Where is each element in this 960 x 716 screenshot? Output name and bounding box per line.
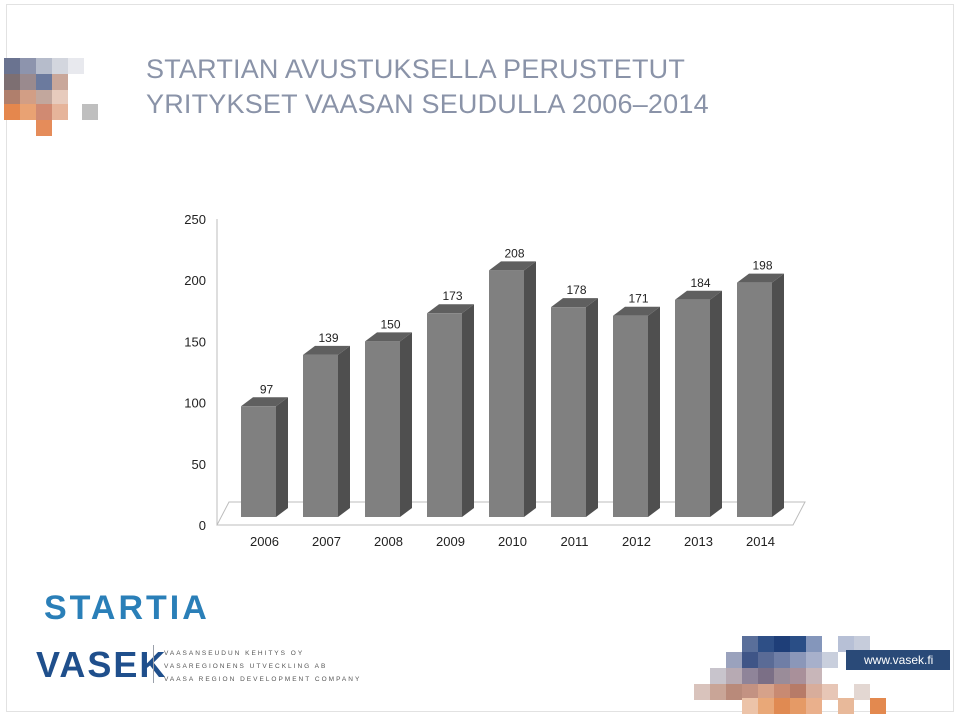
data-label: 198 [752, 259, 772, 273]
bar [427, 313, 462, 517]
x-tick-label: 2013 [684, 534, 713, 549]
title-line-1: STARTIAN AVUSTUKSELLA PERUSTETUT [146, 54, 686, 84]
bar [303, 354, 338, 517]
chart-floor [216, 501, 806, 526]
data-label: 184 [690, 276, 710, 290]
bar [365, 341, 400, 517]
bar [613, 315, 648, 517]
bar-side [400, 332, 412, 517]
bar-side [524, 261, 536, 517]
bar [737, 282, 772, 517]
y-tick-label: 200 [184, 273, 206, 288]
vasek-subtitle-sv: VASAREGIONENS UTVECKLING AB [164, 663, 328, 670]
x-tick-label: 2012 [622, 534, 651, 549]
website-url-badge[interactable]: www.vasek.fi [846, 650, 950, 670]
bar [489, 270, 524, 517]
y-tick-label: 100 [184, 396, 206, 411]
bar-top [737, 273, 784, 283]
data-label: 171 [628, 292, 648, 306]
bar-top [675, 290, 722, 300]
bar-side [462, 304, 474, 517]
bar-top [241, 397, 288, 407]
x-tick-label: 2014 [746, 534, 775, 549]
vasek-subtitle-fi: VAASANSEUDUN KEHITYS OY [164, 650, 305, 657]
bar-side [772, 273, 784, 517]
bar-top [303, 345, 350, 355]
slide-frame [6, 4, 954, 712]
data-label: 97 [260, 382, 274, 396]
x-tick-label: 2008 [374, 534, 403, 549]
bar-top [551, 298, 598, 308]
bar-top [427, 304, 474, 314]
x-tick-label: 2007 [312, 534, 341, 549]
bar [551, 307, 586, 517]
data-label: 139 [318, 331, 338, 345]
bar-side [338, 345, 350, 517]
data-label: 173 [442, 289, 462, 303]
data-label: 178 [566, 283, 586, 297]
bar-top [613, 306, 660, 316]
vasek-subtitle-en: VAASA REGION DEVELOPMENT COMPANY [164, 676, 362, 683]
bar-top [365, 332, 412, 342]
y-tick-label: 0 [199, 518, 206, 533]
x-tick-label: 2009 [436, 534, 465, 549]
bar-side [648, 306, 660, 517]
logo-divider [153, 645, 154, 683]
page-title: STARTIAN AVUSTUKSELLA PERUSTETUT YRITYKS… [146, 52, 709, 122]
x-tick-label: 2010 [498, 534, 527, 549]
startia-logo: STARTIA [44, 589, 210, 627]
data-label: 208 [504, 246, 524, 260]
y-tick-label: 250 [184, 212, 206, 227]
bar-side [710, 290, 722, 517]
bar-top [489, 261, 536, 271]
y-tick-label: 50 [192, 457, 206, 472]
title-line-2: YRITYKSET VAASAN SEUDULLA 2006–2014 [146, 89, 709, 119]
bar [675, 299, 710, 517]
data-label: 150 [380, 317, 400, 331]
bar [241, 406, 276, 517]
bar-side [276, 397, 288, 517]
y-tick-label: 150 [184, 334, 206, 349]
x-tick-label: 2006 [250, 534, 279, 549]
x-tick-label: 2011 [561, 534, 589, 549]
vasek-logo: VASEK [36, 644, 168, 685]
bar-side [586, 298, 598, 517]
